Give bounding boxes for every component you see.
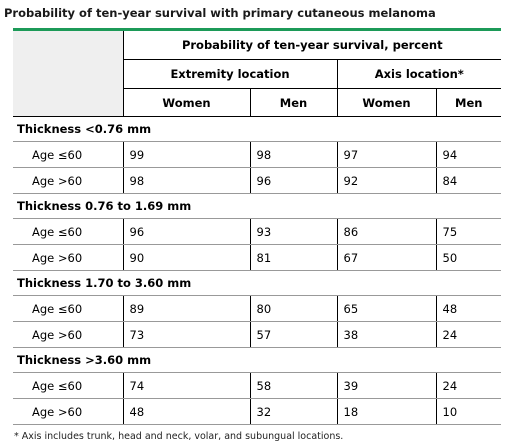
age-group-cell: Age ≤60 xyxy=(13,141,124,168)
value-cell: 98 xyxy=(123,167,251,194)
value-cell: 93 xyxy=(250,218,338,245)
value-cell: 98 xyxy=(250,141,338,168)
header-corner xyxy=(13,29,124,117)
age-group-cell: Age ≤60 xyxy=(13,295,124,322)
age-group-cell: Age >60 xyxy=(13,167,124,194)
value-cell: 58 xyxy=(250,372,338,399)
sub-header-men-axis: Men xyxy=(436,88,502,117)
age-group-cell: Age >60 xyxy=(13,244,124,271)
section-row: Thickness <0.76 mm xyxy=(13,116,502,142)
age-group-cell: Age ≤60 xyxy=(13,218,124,245)
sub-header-women-axis: Women xyxy=(337,88,437,117)
value-cell: 67 xyxy=(337,244,437,271)
value-cell: 97 xyxy=(337,141,437,168)
section-label: Thickness 1.70 to 3.60 mm xyxy=(13,270,502,296)
group-header-axis: Axis location* xyxy=(337,59,502,89)
main-header: Probability of ten-year survival, percen… xyxy=(123,29,502,60)
value-cell: 75 xyxy=(436,218,502,245)
value-cell: 94 xyxy=(436,141,502,168)
table-row: Age ≤60 74 58 39 24 xyxy=(13,372,502,399)
value-cell: 10 xyxy=(436,398,502,425)
value-cell: 38 xyxy=(337,321,437,348)
value-cell: 48 xyxy=(436,295,502,322)
value-cell: 18 xyxy=(337,398,437,425)
table-title: Probability of ten-year survival with pr… xyxy=(4,6,436,20)
section-label: Thickness <0.76 mm xyxy=(13,116,502,142)
table-row: Age ≤60 96 93 86 75 xyxy=(13,218,502,245)
section-row: Thickness 1.70 to 3.60 mm xyxy=(13,270,502,296)
value-cell: 50 xyxy=(436,244,502,271)
value-cell: 32 xyxy=(250,398,338,425)
value-cell: 99 xyxy=(123,141,251,168)
value-cell: 57 xyxy=(250,321,338,348)
value-cell: 65 xyxy=(337,295,437,322)
table-body: Thickness <0.76 mm Age ≤60 99 98 97 94 Age >60… xyxy=(13,116,502,425)
section-label: Thickness 0.76 to 1.69 mm xyxy=(13,193,502,219)
table-row: Age >60 73 57 38 24 xyxy=(13,321,502,348)
table-row: Age >60 98 96 92 84 xyxy=(13,167,502,194)
section-row: Thickness >3.60 mm xyxy=(13,347,502,373)
age-group-cell: Age >60 xyxy=(13,321,124,348)
sub-header-women-extremity: Women xyxy=(123,88,251,117)
section-row: Thickness 0.76 to 1.69 mm xyxy=(13,193,502,219)
value-cell: 48 xyxy=(123,398,251,425)
table-row: Age ≤60 89 80 65 48 xyxy=(13,295,502,322)
value-cell: 81 xyxy=(250,244,338,271)
value-cell: 84 xyxy=(436,167,502,194)
value-cell: 96 xyxy=(250,167,338,194)
age-group-cell: Age ≤60 xyxy=(13,372,124,399)
value-cell: 73 xyxy=(123,321,251,348)
survival-table: Probability of ten-year survival, percen… xyxy=(13,28,502,425)
table-row: Age ≤60 99 98 97 94 xyxy=(13,141,502,168)
table-row: Age >60 90 81 67 50 xyxy=(13,244,502,271)
table-row: Age >60 48 32 18 10 xyxy=(13,398,502,425)
section-label: Thickness >3.60 mm xyxy=(13,347,502,373)
value-cell: 89 xyxy=(123,295,251,322)
group-header-extremity: Extremity location xyxy=(123,59,338,89)
footnote: * Axis includes trunk, head and neck, vo… xyxy=(14,431,344,442)
value-cell: 39 xyxy=(337,372,437,399)
value-cell: 96 xyxy=(123,218,251,245)
value-cell: 92 xyxy=(337,167,437,194)
age-group-cell: Age >60 xyxy=(13,398,124,425)
value-cell: 90 xyxy=(123,244,251,271)
value-cell: 80 xyxy=(250,295,338,322)
value-cell: 24 xyxy=(436,321,502,348)
value-cell: 86 xyxy=(337,218,437,245)
sub-header-men-extremity: Men xyxy=(250,88,338,117)
value-cell: 24 xyxy=(436,372,502,399)
value-cell: 74 xyxy=(123,372,251,399)
